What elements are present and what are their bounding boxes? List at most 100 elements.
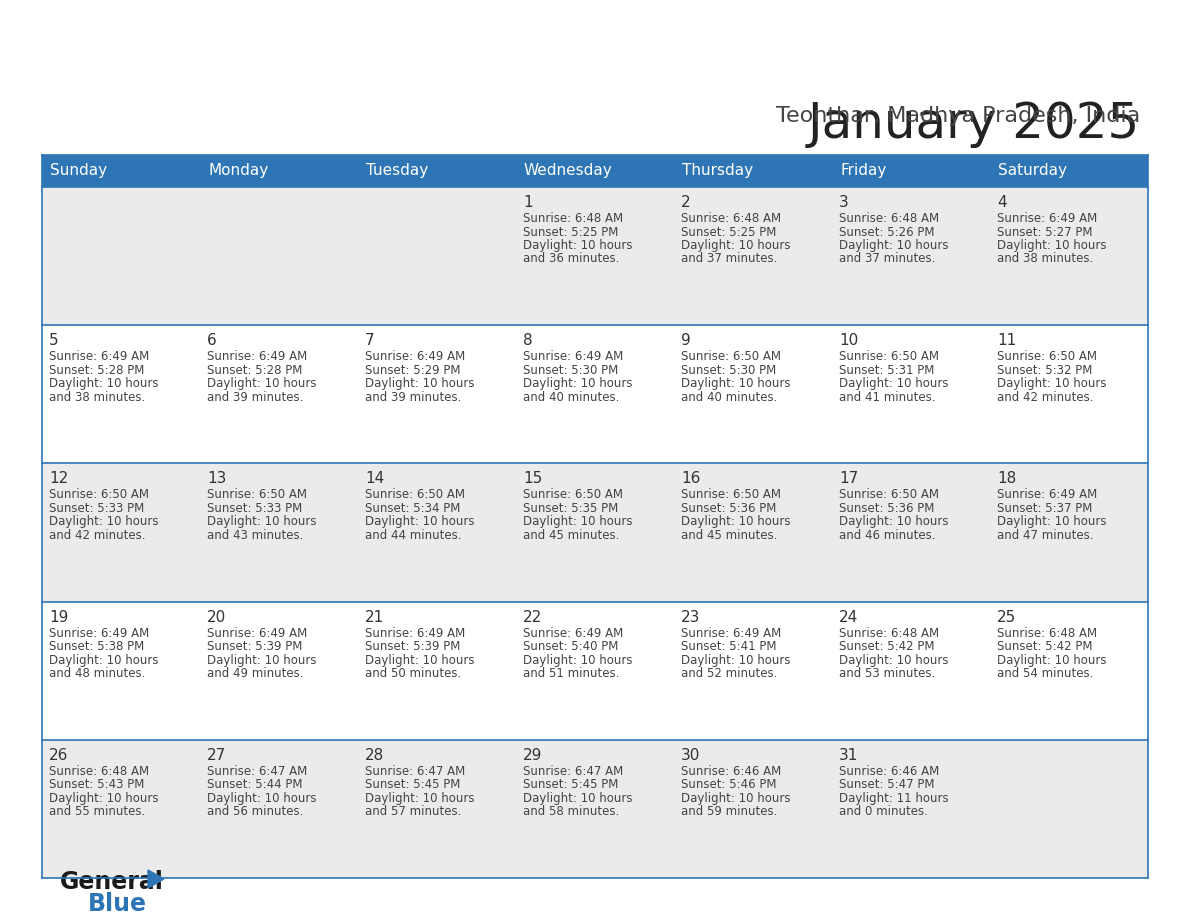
Text: Sunset: 5:37 PM: Sunset: 5:37 PM xyxy=(997,502,1093,515)
Text: 16: 16 xyxy=(681,472,701,487)
Text: Sunrise: 6:50 AM: Sunrise: 6:50 AM xyxy=(681,350,781,364)
Text: 17: 17 xyxy=(839,472,858,487)
Text: and 38 minutes.: and 38 minutes. xyxy=(49,391,145,404)
Text: 12: 12 xyxy=(49,472,68,487)
Bar xyxy=(358,740,516,878)
Text: Sunrise: 6:50 AM: Sunrise: 6:50 AM xyxy=(49,488,148,501)
Text: Saturday: Saturday xyxy=(998,163,1067,178)
Text: Sunrise: 6:50 AM: Sunrise: 6:50 AM xyxy=(839,350,939,364)
Bar xyxy=(832,464,990,601)
Bar xyxy=(200,187,358,325)
Bar xyxy=(42,464,200,601)
Text: Sunrise: 6:47 AM: Sunrise: 6:47 AM xyxy=(207,765,308,778)
Text: Daylight: 10 hours: Daylight: 10 hours xyxy=(681,654,790,666)
Text: and 37 minutes.: and 37 minutes. xyxy=(839,252,935,265)
Bar xyxy=(358,601,516,740)
Text: Daylight: 10 hours: Daylight: 10 hours xyxy=(997,377,1106,390)
Text: Sunset: 5:26 PM: Sunset: 5:26 PM xyxy=(839,226,935,239)
Text: Daylight: 10 hours: Daylight: 10 hours xyxy=(523,654,632,666)
Text: Daylight: 10 hours: Daylight: 10 hours xyxy=(207,654,316,666)
Bar xyxy=(200,155,358,187)
Text: Sunset: 5:43 PM: Sunset: 5:43 PM xyxy=(49,778,145,791)
Text: Sunset: 5:28 PM: Sunset: 5:28 PM xyxy=(49,364,145,376)
Text: Sunrise: 6:49 AM: Sunrise: 6:49 AM xyxy=(523,627,624,640)
Bar xyxy=(990,325,1148,464)
Text: and 57 minutes.: and 57 minutes. xyxy=(365,805,461,818)
Text: 27: 27 xyxy=(207,748,226,763)
Text: Sunset: 5:32 PM: Sunset: 5:32 PM xyxy=(997,364,1093,376)
Text: 2: 2 xyxy=(681,195,690,210)
Text: Daylight: 10 hours: Daylight: 10 hours xyxy=(839,654,948,666)
Text: Sunset: 5:39 PM: Sunset: 5:39 PM xyxy=(207,640,303,653)
Text: Sunrise: 6:50 AM: Sunrise: 6:50 AM xyxy=(839,488,939,501)
Text: Daylight: 10 hours: Daylight: 10 hours xyxy=(523,515,632,529)
Text: and 55 minutes.: and 55 minutes. xyxy=(49,805,145,818)
Text: 5: 5 xyxy=(49,333,58,348)
Text: 18: 18 xyxy=(997,472,1016,487)
Text: Daylight: 10 hours: Daylight: 10 hours xyxy=(839,377,948,390)
Text: Sunrise: 6:46 AM: Sunrise: 6:46 AM xyxy=(839,765,940,778)
Text: 15: 15 xyxy=(523,472,542,487)
Text: 28: 28 xyxy=(365,748,384,763)
Text: Daylight: 10 hours: Daylight: 10 hours xyxy=(49,792,158,805)
Text: Daylight: 10 hours: Daylight: 10 hours xyxy=(49,515,158,529)
Text: Daylight: 10 hours: Daylight: 10 hours xyxy=(681,792,790,805)
Text: and 51 minutes.: and 51 minutes. xyxy=(523,667,619,680)
Text: 22: 22 xyxy=(523,610,542,624)
Text: and 47 minutes.: and 47 minutes. xyxy=(997,529,1093,542)
Text: Sunset: 5:39 PM: Sunset: 5:39 PM xyxy=(365,640,461,653)
Text: and 54 minutes.: and 54 minutes. xyxy=(997,667,1093,680)
Text: 20: 20 xyxy=(207,610,226,624)
Text: 1: 1 xyxy=(523,195,532,210)
Text: Daylight: 10 hours: Daylight: 10 hours xyxy=(681,239,790,252)
Text: Sunrise: 6:49 AM: Sunrise: 6:49 AM xyxy=(365,350,466,364)
Text: Sunrise: 6:50 AM: Sunrise: 6:50 AM xyxy=(365,488,465,501)
Text: Sunrise: 6:47 AM: Sunrise: 6:47 AM xyxy=(523,765,624,778)
Text: Sunrise: 6:50 AM: Sunrise: 6:50 AM xyxy=(523,488,623,501)
Text: Sunset: 5:47 PM: Sunset: 5:47 PM xyxy=(839,778,935,791)
Text: Daylight: 10 hours: Daylight: 10 hours xyxy=(49,654,158,666)
Text: 10: 10 xyxy=(839,333,858,348)
Text: Sunrise: 6:48 AM: Sunrise: 6:48 AM xyxy=(49,765,150,778)
Text: Sunset: 5:31 PM: Sunset: 5:31 PM xyxy=(839,364,935,376)
Text: and 59 minutes.: and 59 minutes. xyxy=(681,805,777,818)
Text: 21: 21 xyxy=(365,610,384,624)
Text: Sunset: 5:45 PM: Sunset: 5:45 PM xyxy=(365,778,461,791)
Text: Sunrise: 6:49 AM: Sunrise: 6:49 AM xyxy=(365,627,466,640)
Text: and 43 minutes.: and 43 minutes. xyxy=(207,529,303,542)
Text: 8: 8 xyxy=(523,333,532,348)
Text: and 48 minutes.: and 48 minutes. xyxy=(49,667,145,680)
Text: Sunrise: 6:47 AM: Sunrise: 6:47 AM xyxy=(365,765,466,778)
Text: Sunset: 5:35 PM: Sunset: 5:35 PM xyxy=(523,502,618,515)
Text: and 53 minutes.: and 53 minutes. xyxy=(839,667,935,680)
Bar xyxy=(358,464,516,601)
Text: Sunset: 5:40 PM: Sunset: 5:40 PM xyxy=(523,640,619,653)
Text: Sunrise: 6:48 AM: Sunrise: 6:48 AM xyxy=(839,212,940,225)
Text: Teonthar, Madhya Pradesh, India: Teonthar, Madhya Pradesh, India xyxy=(776,106,1140,126)
Text: and 45 minutes.: and 45 minutes. xyxy=(523,529,619,542)
Text: Daylight: 10 hours: Daylight: 10 hours xyxy=(839,515,948,529)
Bar xyxy=(832,325,990,464)
Text: Sunset: 5:33 PM: Sunset: 5:33 PM xyxy=(207,502,302,515)
Text: Blue: Blue xyxy=(88,892,147,916)
Text: 25: 25 xyxy=(997,610,1016,624)
Text: Sunset: 5:42 PM: Sunset: 5:42 PM xyxy=(997,640,1093,653)
Text: and 39 minutes.: and 39 minutes. xyxy=(365,391,461,404)
Text: Daylight: 10 hours: Daylight: 10 hours xyxy=(207,377,316,390)
Text: Sunrise: 6:48 AM: Sunrise: 6:48 AM xyxy=(997,627,1098,640)
Text: Sunset: 5:46 PM: Sunset: 5:46 PM xyxy=(681,778,777,791)
Text: and 40 minutes.: and 40 minutes. xyxy=(681,391,777,404)
Text: Sunset: 5:38 PM: Sunset: 5:38 PM xyxy=(49,640,144,653)
Text: Sunrise: 6:49 AM: Sunrise: 6:49 AM xyxy=(207,350,308,364)
Text: Daylight: 10 hours: Daylight: 10 hours xyxy=(207,515,316,529)
Text: Sunrise: 6:49 AM: Sunrise: 6:49 AM xyxy=(997,488,1098,501)
Text: Daylight: 10 hours: Daylight: 10 hours xyxy=(839,239,948,252)
Text: and 39 minutes.: and 39 minutes. xyxy=(207,391,303,404)
Text: Daylight: 10 hours: Daylight: 10 hours xyxy=(365,515,474,529)
Text: Daylight: 10 hours: Daylight: 10 hours xyxy=(523,792,632,805)
Text: 13: 13 xyxy=(207,472,227,487)
Text: Sunset: 5:28 PM: Sunset: 5:28 PM xyxy=(207,364,303,376)
Bar xyxy=(358,187,516,325)
Text: and 44 minutes.: and 44 minutes. xyxy=(365,529,461,542)
Text: 11: 11 xyxy=(997,333,1016,348)
